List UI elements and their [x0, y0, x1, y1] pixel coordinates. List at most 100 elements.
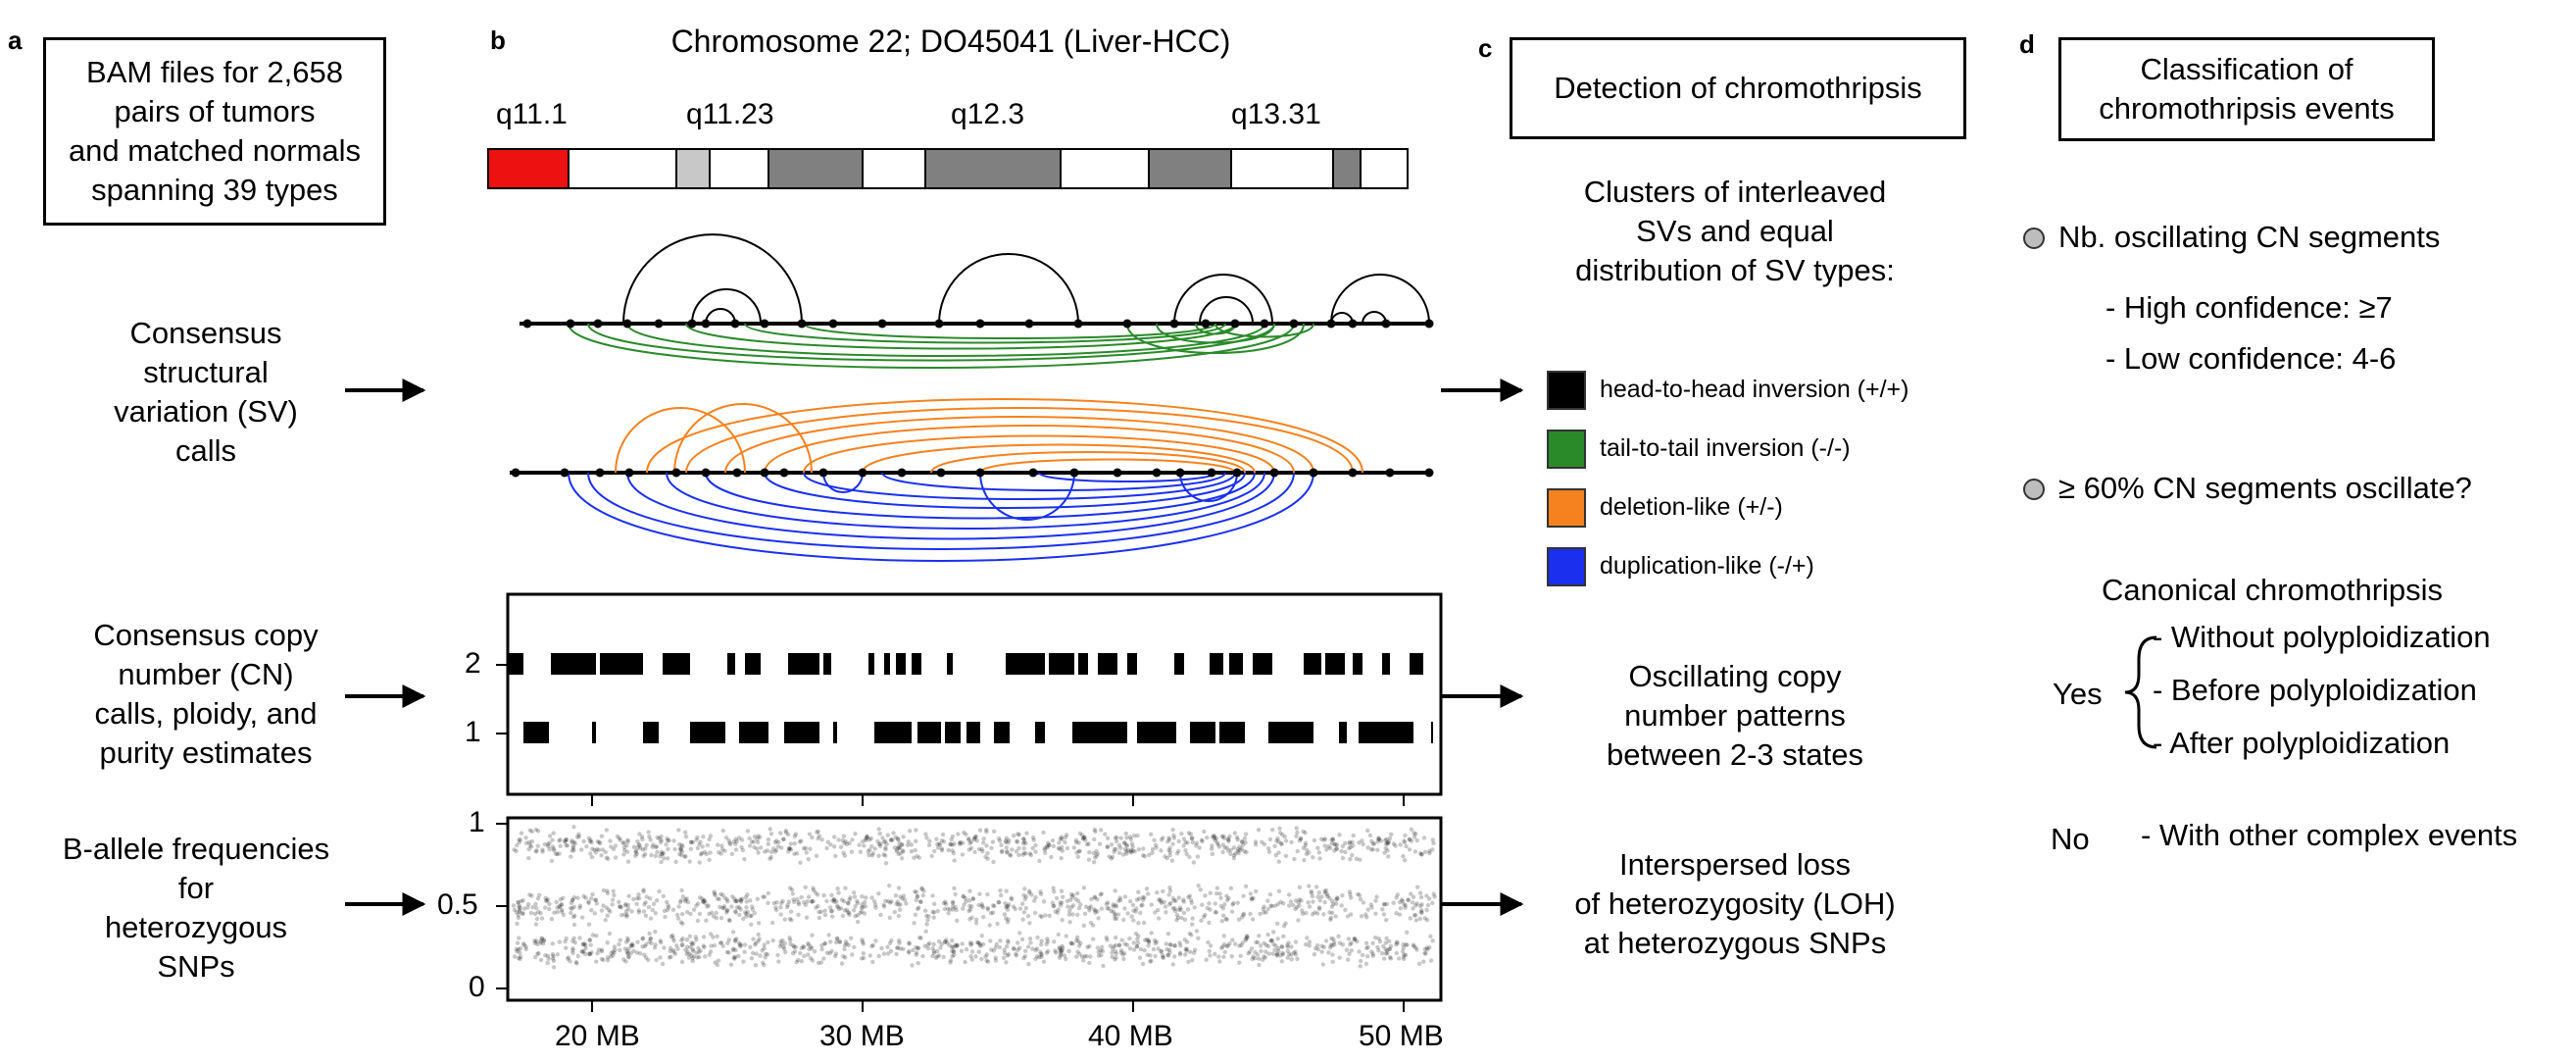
baf-snp-point — [934, 948, 940, 954]
baf-snp-point — [1157, 897, 1162, 902]
baf-snp-point — [1019, 936, 1025, 942]
baf-snp-point — [1347, 840, 1353, 846]
baf-snp-point — [1043, 850, 1048, 855]
baf-snp-point — [605, 913, 610, 918]
baf-snp-point — [763, 849, 768, 854]
baf-snp-point — [1092, 907, 1097, 912]
baf-snp-point — [571, 894, 577, 900]
loh-text: Interspersed loss of heterozygosity (LOH… — [1529, 845, 1941, 963]
baf-snp-point — [1041, 899, 1047, 904]
baf-snp-point — [1075, 949, 1080, 954]
baf-snp-point — [720, 892, 725, 897]
baf-snp-point — [1122, 906, 1127, 911]
baf-snp-point — [1087, 943, 1092, 949]
baf-snp-point — [806, 941, 811, 946]
baf-snp-point — [889, 899, 894, 904]
baf-snp-point — [1322, 843, 1327, 848]
baf-snp-point — [623, 908, 629, 914]
baf-snp-point — [1109, 909, 1114, 914]
baf-snp-point — [1138, 910, 1143, 916]
baf-snp-point — [1412, 913, 1417, 918]
baf-snp-point — [526, 846, 531, 852]
baf-snp-point — [1057, 955, 1063, 960]
baf-snp-point — [611, 949, 616, 954]
baf-snp-point — [859, 956, 865, 961]
baf-snp-point — [1129, 850, 1134, 855]
baf-snp-point — [679, 849, 685, 854]
baf-snp-point — [1335, 895, 1340, 900]
baf-snp-point — [555, 851, 560, 857]
baf-snp-point — [1303, 843, 1309, 848]
sv-arc-hh — [705, 308, 736, 325]
baf-snp-point — [1027, 888, 1032, 893]
baf-snp-point — [1113, 957, 1117, 962]
baf-snp-point — [1093, 908, 1098, 913]
baf-snp-point — [1296, 918, 1301, 923]
baf-snp-point — [912, 855, 916, 860]
baf-snp-point — [1161, 888, 1165, 894]
baf-snp-point — [1044, 941, 1049, 946]
baf-snp-point — [916, 936, 922, 940]
baf-snp-point — [653, 942, 658, 947]
baf-snp-point — [1382, 902, 1387, 907]
baf-snp-point — [948, 841, 953, 847]
baf-snp-point — [798, 950, 803, 956]
baf-snp-point — [719, 905, 725, 910]
baf-snp-point — [1124, 942, 1130, 947]
cn-segment — [739, 722, 768, 743]
baf-snp-point — [846, 910, 852, 915]
baf-snp-point — [1333, 842, 1338, 847]
baf-snp-point — [926, 914, 931, 919]
baf-snp-point — [1177, 940, 1182, 945]
baf-snp-point — [1124, 842, 1129, 847]
baf-snp-point — [1273, 853, 1278, 858]
baf-snp-point — [1199, 918, 1204, 923]
baf-snp-point — [1276, 888, 1282, 893]
baf-snp-point — [1213, 901, 1218, 906]
baf-snp-point — [948, 841, 954, 847]
baf-snp-point — [560, 909, 565, 914]
baf-snp-point — [809, 946, 815, 951]
baf-snp-point — [843, 939, 849, 944]
baf-snp-point — [1367, 833, 1373, 838]
baf-snp-point — [1014, 953, 1019, 958]
baf-snp-point — [1408, 916, 1413, 921]
baf-snp-point — [913, 847, 917, 853]
baf-snp-point — [1285, 948, 1291, 954]
baf-snp-point — [971, 835, 977, 840]
baf-snp-point — [913, 912, 918, 917]
baf-snp-point — [1328, 917, 1333, 922]
chromosome-ideogram — [487, 148, 1409, 189]
baf-snp-point — [1000, 848, 1005, 853]
baf-snp-point — [687, 934, 692, 938]
baf-snp-point — [594, 934, 599, 938]
baf-snp-point — [586, 922, 592, 927]
baf-snp-point — [1027, 921, 1032, 926]
baf-snp-point — [646, 957, 651, 963]
baf-snp-point — [792, 841, 797, 846]
baf-snp-point — [1190, 922, 1195, 927]
baf-snp-point — [1347, 845, 1352, 851]
baf-snp-point — [520, 898, 525, 903]
baf-snp-point — [788, 941, 793, 946]
baf-snp-point — [1087, 960, 1092, 966]
baf-snp-point — [1076, 840, 1081, 845]
baf-snp-point — [684, 944, 690, 949]
baf-snp-point — [1203, 912, 1208, 918]
baf-snp-point — [1176, 848, 1181, 854]
baf-snp-point — [1034, 946, 1040, 951]
baf-snp-point — [1405, 942, 1410, 947]
baf-snp-point — [1065, 904, 1070, 909]
baf-snp-point — [1027, 851, 1033, 856]
baf-snp-point — [751, 936, 756, 941]
cn-segment — [727, 653, 735, 675]
baf-snp-point — [646, 904, 652, 910]
baf-snp-point — [625, 837, 630, 842]
baf-snp-point — [1219, 945, 1224, 950]
baf-snp-point — [1222, 949, 1227, 955]
baf-snp-point — [1325, 893, 1330, 899]
baf-snp-point — [1141, 920, 1147, 926]
baf-snp-point — [841, 899, 847, 904]
baf-snp-point — [635, 939, 640, 944]
baf-snp-point — [1291, 950, 1297, 955]
